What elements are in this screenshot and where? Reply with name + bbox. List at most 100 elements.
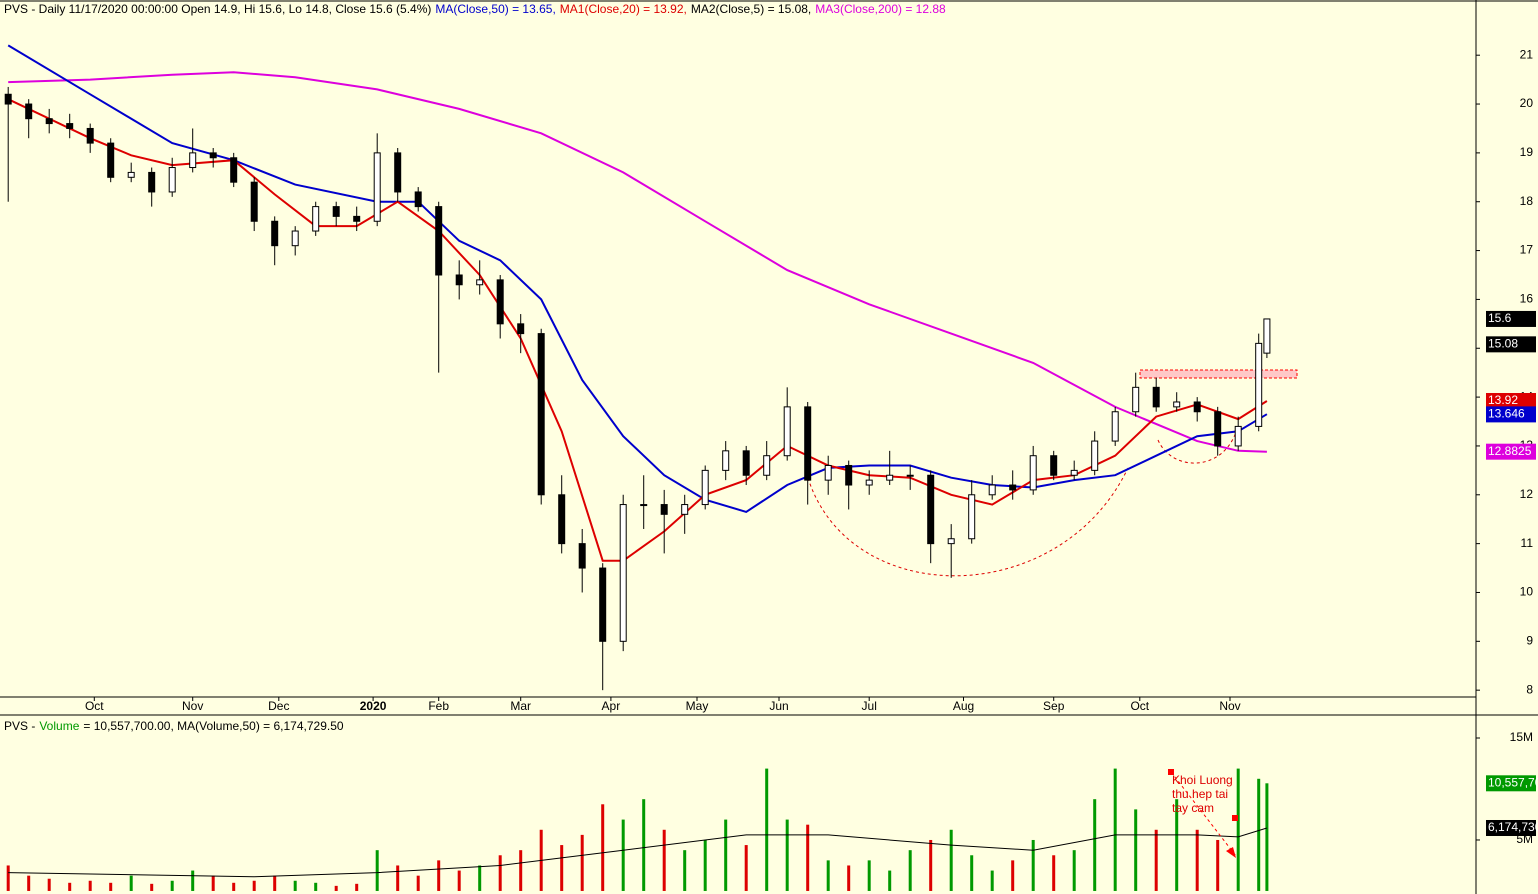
volume-ma	[8, 827, 1268, 878]
candle-body	[1009, 484, 1017, 491]
cup-arc	[807, 467, 1129, 577]
candle-body	[681, 504, 689, 515]
candle-body	[394, 152, 402, 193]
candle-body	[1111, 411, 1119, 442]
y-tick-label: 21	[1520, 47, 1534, 61]
title-part: PVS - Daily 11/17/2020 00:00:00 Open 14.…	[4, 2, 431, 16]
volume-bar	[355, 883, 359, 891]
volume-bar	[1265, 783, 1269, 891]
panel-title: PVS - Daily 11/17/2020 00:00:00 Open 14.…	[4, 2, 946, 16]
candle-body	[1263, 318, 1271, 354]
volume-bar	[1113, 768, 1117, 891]
candle-body	[845, 464, 853, 486]
last-value-label: 6,174,730	[1488, 820, 1538, 834]
volume-bar	[847, 865, 851, 891]
volume-bar	[457, 870, 461, 891]
last-value-box	[1486, 310, 1536, 327]
candle-body	[4, 93, 12, 105]
candle-body	[291, 230, 299, 247]
y-tick-label: 16	[1520, 292, 1534, 306]
moving-average	[8, 71, 1267, 453]
candle-body	[168, 167, 176, 193]
candle-body	[763, 455, 771, 476]
volume-bar	[867, 860, 871, 891]
candle-body	[537, 333, 545, 496]
panel-title: PVS - Volume = 10,557,700.00, MA(Volume,50…	[4, 719, 344, 733]
volume-bar	[1216, 839, 1220, 891]
volume-bar	[375, 850, 379, 891]
volume-bar	[478, 865, 482, 891]
y-tick-label: 9	[1526, 633, 1533, 647]
candle-body	[189, 152, 197, 169]
candle-body	[1152, 386, 1160, 408]
volume-bar	[1011, 860, 1015, 891]
volume-bar	[1072, 850, 1076, 891]
candle-body	[517, 323, 525, 335]
candle-body	[1173, 401, 1181, 408]
volume-bar	[642, 799, 646, 891]
candle-body	[86, 127, 94, 144]
volume-bar	[1134, 809, 1138, 891]
last-value-box	[1486, 819, 1536, 836]
candle-body	[722, 450, 730, 471]
volume-bar	[109, 882, 113, 891]
volume-bar	[744, 845, 748, 891]
candle-body	[865, 479, 873, 486]
x-tick-label: Mar	[510, 699, 531, 713]
x-tick-label: Aug	[953, 699, 974, 713]
volume-bar	[68, 882, 72, 891]
volume-bar	[662, 829, 666, 891]
candle-body	[599, 567, 607, 642]
x-tick-label: May	[686, 699, 709, 713]
volume-bar	[6, 865, 10, 891]
candle-body	[886, 474, 894, 481]
volume-bar	[990, 870, 994, 891]
y-tick-label: 18	[1520, 194, 1534, 208]
x-tick-label: 2020	[360, 699, 387, 713]
volume-bar	[191, 870, 195, 891]
annotation-marker	[1232, 815, 1238, 821]
volume-bar	[129, 875, 133, 891]
last-value-box	[1486, 393, 1536, 410]
candle-body	[1029, 455, 1037, 491]
volume-bar	[314, 882, 318, 891]
volume-bar	[621, 819, 625, 891]
candle-body	[1050, 455, 1058, 476]
candle-body	[640, 504, 648, 507]
volume-bar	[601, 804, 605, 891]
x-tick-label: Jun	[769, 699, 788, 713]
x-tick-label: Oct	[85, 699, 104, 713]
x-tick-label: Nov	[1219, 699, 1240, 713]
resistance-zone	[1139, 369, 1298, 379]
last-value-box	[1486, 775, 1536, 792]
candle-body	[947, 538, 955, 545]
y-tick-label: 17	[1520, 243, 1534, 257]
handle-arc	[1157, 431, 1237, 464]
candle-body	[1132, 386, 1140, 413]
last-value-label: 15.08	[1488, 337, 1518, 351]
last-value-label: 13.646	[1488, 407, 1525, 421]
volume-bar	[273, 875, 277, 891]
volume-bar	[170, 880, 174, 891]
volume-bar	[765, 768, 769, 891]
title-part: PVS -	[4, 719, 35, 733]
volume-bar	[396, 865, 400, 891]
last-value-label: 15.6	[1488, 311, 1512, 325]
candle-body	[45, 118, 53, 125]
volume-bar	[252, 880, 256, 891]
volume-bar	[1195, 829, 1199, 891]
annotation: tay cam	[1172, 801, 1214, 815]
last-value-box	[1486, 443, 1536, 460]
annotation: Khoi Luong	[1172, 773, 1233, 787]
x-tick-label: Dec	[268, 699, 289, 713]
volume-bar	[416, 875, 420, 891]
candle-body	[230, 157, 238, 183]
candle-body	[558, 494, 566, 545]
candle-body	[312, 206, 320, 232]
candle-body	[66, 123, 74, 129]
candle-body	[804, 406, 812, 481]
y-tick-label: 10	[1520, 585, 1534, 599]
